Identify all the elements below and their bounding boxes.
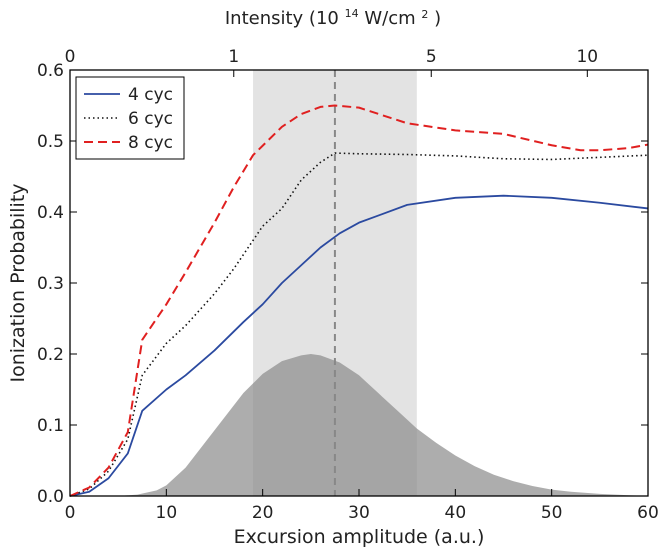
y-tick-label: 0.2: [37, 345, 64, 365]
top-axis-label-main: Intensity (10: [225, 8, 339, 29]
y-tick-label: 0.4: [37, 203, 64, 223]
top-axis-label-tail: W/cm: [364, 8, 415, 29]
top-tick-label: 0: [65, 47, 76, 67]
distribution-layer: [70, 354, 648, 496]
y-tick-label: 0.5: [37, 132, 64, 152]
x-tick-label: 60: [637, 503, 659, 523]
x-tick-label: 0: [65, 503, 76, 523]
x-tick-label: 40: [445, 503, 467, 523]
x-tick-label: 30: [348, 503, 370, 523]
x-tick-label: 10: [156, 503, 178, 523]
x-tick-label: 20: [252, 503, 274, 523]
y-tick-label: 0.1: [37, 416, 64, 436]
y-tick-label: 0.3: [37, 274, 64, 294]
ticks-layer: 0 10 20 30 40 50 600.00.10.20.30.40.50.60 1 5 10: [37, 47, 659, 523]
x-tick-label: 50: [541, 503, 563, 523]
series-line-4-cyc: [69, 194, 649, 497]
top-tick-label: 1: [228, 47, 239, 67]
top-axis-label-end: ): [434, 8, 441, 29]
legend: 4 cyc 6 cyc 8 cyc: [75, 76, 185, 160]
y-tick-label: 0.6: [37, 61, 64, 81]
top-axis-label-sup: 14: [345, 7, 359, 20]
legend-label: 6 cyc: [128, 109, 173, 129]
x-axis-label: Excursion amplitude (a.u.): [234, 526, 485, 548]
top-axis-label: Intensity (10 14 W/cm 2 ): [225, 1, 441, 29]
legend-label: 8 cyc: [128, 133, 173, 153]
distribution-area: [70, 354, 648, 496]
y-axis-label: Ionization Probability: [7, 183, 29, 382]
legend-label: 4 cyc: [128, 85, 173, 105]
top-axis-label-sup2: 2: [421, 8, 428, 21]
top-tick-label: 5: [426, 47, 437, 67]
y-tick-label: 0.0: [37, 487, 64, 507]
series-layer: [69, 104, 649, 497]
top-tick-label: 10: [576, 47, 598, 67]
